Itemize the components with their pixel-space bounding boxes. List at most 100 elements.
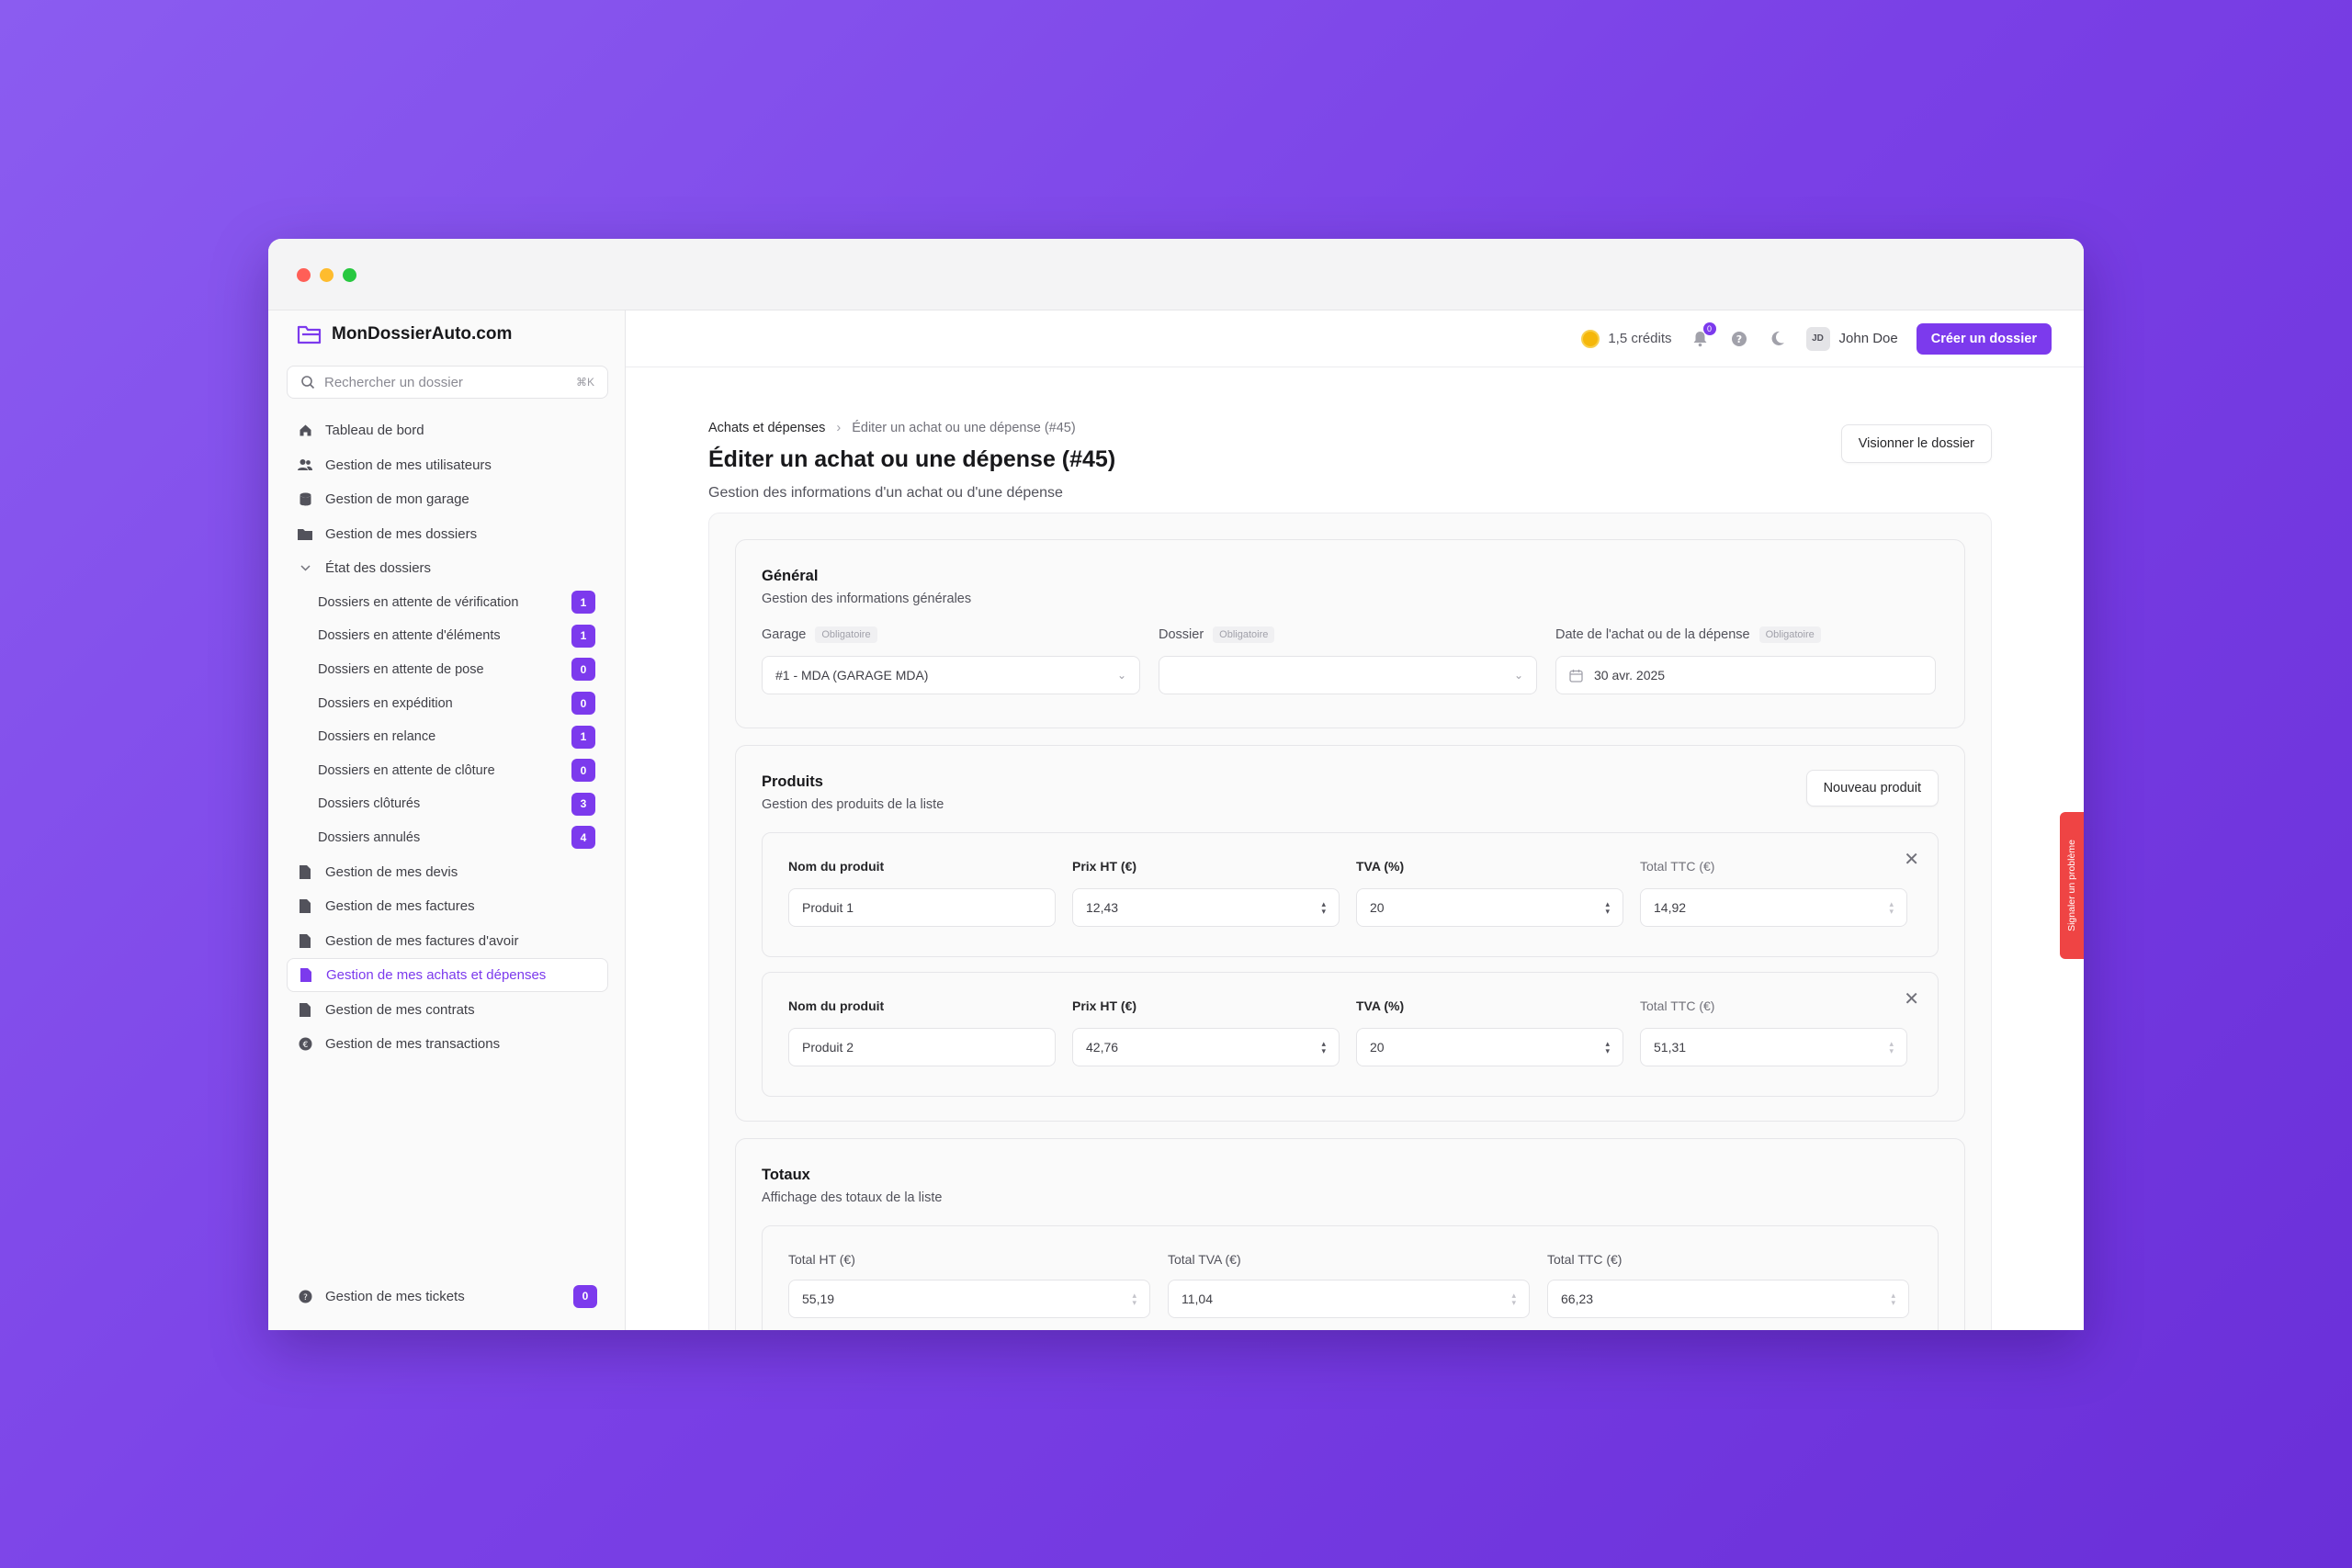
- garage-select[interactable]: #1 - MDA (GARAGE MDA) ⌄: [762, 656, 1140, 694]
- coin-icon: €: [298, 1037, 312, 1052]
- sidebar-item-cancelled[interactable]: Dossiers annulés 4: [318, 821, 608, 855]
- product-name-input[interactable]: Produit 2: [788, 1028, 1056, 1066]
- total-ttc-col: Total TTC (€) 66,23 ▴ ▾: [1547, 1252, 1909, 1318]
- product-name-input[interactable]: Produit 1: [788, 888, 1056, 927]
- sidebar-item-credit-notes[interactable]: Gestion de mes factures d'avoir: [287, 923, 608, 958]
- stepper-icon[interactable]: ▴ ▾: [1605, 899, 1610, 916]
- sidebar-item-label: Gestion de mes factures: [325, 898, 475, 914]
- total-ht-field: 55,19 ▴ ▾: [788, 1280, 1150, 1318]
- product-price-input[interactable]: 42,76 ▴ ▾: [1072, 1028, 1340, 1066]
- dossier-select[interactable]: ⌄: [1159, 656, 1537, 694]
- sidebar-item-shipping[interactable]: Dossiers en expédition 0: [318, 686, 608, 720]
- sidebar: MonDossierAuto.com Rechercher un dossier…: [268, 310, 626, 1330]
- sidebar-item-label: Dossiers annulés: [318, 829, 421, 845]
- stepper-icon[interactable]: ▴ ▾: [1321, 1039, 1326, 1055]
- sidebar-item-label: Dossiers en expédition: [318, 695, 453, 711]
- user-menu[interactable]: JD John Doe: [1805, 326, 1898, 351]
- dossier-label: Dossier Obligatoire: [1159, 626, 1537, 643]
- sidebar-item-garage[interactable]: Gestion de mon garage: [287, 482, 608, 517]
- sidebar-item-closed[interactable]: Dossiers clôturés 3: [318, 787, 608, 821]
- report-problem-tab[interactable]: Signaler un problème: [2060, 812, 2084, 959]
- card-title: Général: [762, 568, 819, 584]
- breadcrumb: Achats et dépenses › Éditer un achat ou …: [708, 421, 1076, 435]
- sidebar-item-users[interactable]: Gestion de mes utilisateurs: [287, 448, 608, 483]
- sidebar-item-purchases[interactable]: Gestion de mes achats et dépenses: [287, 957, 608, 993]
- sidebar-item-label: Dossiers en attente de vérification: [318, 594, 519, 610]
- required-tag: Obligatoire: [1758, 626, 1821, 643]
- sidebar-item-tickets[interactable]: ? Gestion de mes tickets 0: [287, 1280, 608, 1314]
- chevron-down-icon: [298, 561, 312, 576]
- sidebar-item-dossiers[interactable]: Gestion de mes dossiers: [287, 517, 608, 552]
- card-title: Totaux: [762, 1167, 810, 1183]
- search-placeholder: Rechercher un dossier: [324, 374, 463, 390]
- product-total-input: 51,31 ▴ ▾: [1640, 1028, 1907, 1066]
- app-window: MonDossierAuto.com Rechercher un dossier…: [268, 239, 2084, 1330]
- sidebar-item-label: Gestion de mes tickets: [325, 1288, 465, 1304]
- file-icon: [298, 933, 312, 948]
- column-label: TVA (%): [1356, 859, 1405, 874]
- calendar-icon: [1569, 669, 1583, 682]
- product-price-input[interactable]: 12,43 ▴ ▾: [1072, 888, 1340, 927]
- column-label: Nom du produit: [788, 998, 885, 1013]
- sidebar-item-pending-installation[interactable]: Dossiers en attente de pose 0: [318, 653, 608, 687]
- sidebar-item-quotes[interactable]: Gestion de mes devis: [287, 854, 608, 889]
- new-product-button[interactable]: Nouveau produit: [1805, 770, 1939, 807]
- card-title: Produits: [762, 773, 823, 790]
- svg-text:?: ?: [303, 1293, 308, 1303]
- product-row: ✕ Nom du produit Produit 1 Prix HT (€) 1…: [762, 832, 1939, 957]
- card-subtitle: Affichage des totaux de la liste: [762, 1190, 943, 1205]
- garage-field-group: Garage Obligatoire #1 - MDA (GARAGE MDA)…: [762, 626, 1140, 694]
- notifications-button[interactable]: 0: [1690, 321, 1716, 349]
- sidebar-item-invoices[interactable]: Gestion de mes factures: [287, 889, 608, 924]
- credits-indicator[interactable]: 1,5 crédits: [1581, 329, 1672, 348]
- total-ttc-label: Total TTC (€): [1547, 1252, 1623, 1267]
- help-button[interactable]: ?: [1729, 329, 1749, 349]
- sidebar-item-label: Gestion de mes utilisateurs: [325, 457, 492, 473]
- close-window-button[interactable]: [297, 268, 311, 282]
- breadcrumb-link[interactable]: Achats et dépenses: [708, 421, 826, 435]
- total-ht-col: Total HT (€) 55,19 ▴ ▾: [788, 1252, 1150, 1318]
- product-tva-input[interactable]: 20 ▴ ▾: [1356, 888, 1623, 927]
- form-container: Général Gestion des informations général…: [708, 513, 1992, 1330]
- totals-card: Totaux Affichage des totaux de la liste …: [735, 1138, 1965, 1330]
- total-ht-label: Total HT (€): [788, 1252, 855, 1267]
- column-label: Total TTC (€): [1640, 859, 1715, 874]
- sidebar-item-label: Dossiers en relance: [318, 729, 436, 745]
- theme-toggle-button[interactable]: [1768, 329, 1788, 349]
- sidebar-item-transactions[interactable]: € Gestion de mes transactions: [287, 1027, 608, 1062]
- sidebar-item-pending-elements[interactable]: Dossiers en attente d'éléments 1: [318, 619, 608, 653]
- sidebar-item-contracts[interactable]: Gestion de mes contrats: [287, 992, 608, 1027]
- file-icon: [298, 1002, 312, 1017]
- close-icon[interactable]: ✕: [1904, 850, 1919, 870]
- date-picker[interactable]: 30 avr. 2025: [1555, 656, 1936, 694]
- stepper-icon[interactable]: ▴ ▾: [1605, 1039, 1610, 1055]
- sidebar-item-pending-closure[interactable]: Dossiers en attente de clôture 0: [318, 753, 608, 787]
- sidebar-item-dashboard[interactable]: Tableau de bord: [287, 413, 608, 448]
- sidebar-group-dossier-states[interactable]: État des dossiers: [287, 551, 608, 586]
- date-field-group: Date de l'achat ou de la dépense Obligat…: [1555, 626, 1936, 694]
- sidebar-item-reminder[interactable]: Dossiers en relance 1: [318, 720, 608, 754]
- svg-text:?: ?: [1736, 333, 1741, 345]
- brand[interactable]: MonDossierAuto.com: [297, 324, 512, 344]
- count-badge: 0: [571, 692, 595, 716]
- product-name-col: Nom du produit Produit 2: [788, 998, 1056, 1066]
- breadcrumb-current: Éditer un achat ou une dépense (#45): [852, 421, 1076, 435]
- sidebar-item-pending-verification[interactable]: Dossiers en attente de vérification 1: [318, 586, 608, 620]
- minimize-window-button[interactable]: [320, 268, 334, 282]
- product-tva-input[interactable]: 20 ▴ ▾: [1356, 1028, 1623, 1066]
- sidebar-item-label: Dossiers en attente de clôture: [318, 762, 495, 778]
- total-tva-col: Total TVA (€) 11,04 ▴ ▾: [1168, 1252, 1530, 1318]
- count-badge: 3: [571, 792, 595, 816]
- stepper-icon[interactable]: ▴ ▾: [1321, 899, 1326, 916]
- view-dossier-button[interactable]: Visionner le dossier: [1840, 424, 1992, 463]
- file-icon: [298, 864, 312, 879]
- sidebar-subnav: Dossiers en attente de vérification 1 Do…: [287, 586, 608, 855]
- maximize-window-button[interactable]: [343, 268, 356, 282]
- create-dossier-button[interactable]: Créer un dossier: [1916, 322, 2052, 355]
- folder-icon: [298, 526, 312, 541]
- field-label-text: Dossier: [1159, 627, 1204, 642]
- close-icon[interactable]: ✕: [1904, 989, 1919, 1010]
- search-input[interactable]: Rechercher un dossier ⌘K: [287, 366, 608, 399]
- total-tva-field: 11,04 ▴ ▾: [1168, 1280, 1530, 1318]
- chevron-down-icon: ⌄: [1513, 669, 1523, 682]
